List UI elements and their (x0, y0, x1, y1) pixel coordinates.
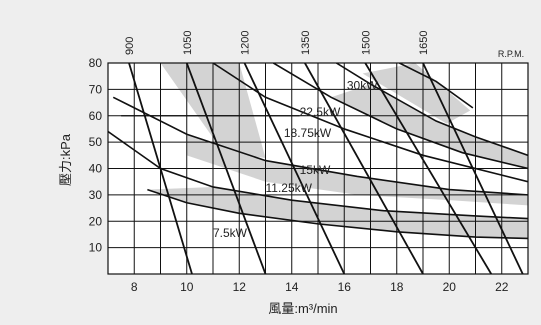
power-curve-11.25kW (112, 96, 528, 196)
rpm-label-1350: 1350 (300, 31, 312, 55)
plot-frame (107, 62, 529, 275)
rpm-line-1050 (185, 63, 267, 274)
rpm-label-1500: 1500 (360, 31, 372, 55)
x-tick-16: 16 (338, 280, 352, 294)
x-tick-12: 12 (233, 280, 247, 294)
y-tick-40: 40 (89, 162, 103, 176)
rpm-line-1650 (422, 63, 524, 274)
power-label-18.75kW: 18.75kW (284, 126, 332, 140)
x-tick-14: 14 (285, 280, 299, 294)
y-tick-30: 30 (89, 188, 103, 202)
x-tick-labels: 8 10 12 14 16 18 20 22 (131, 280, 509, 294)
rpm-label-900: 900 (124, 37, 136, 55)
rpm-line-1200 (243, 63, 346, 274)
rpm-unit-label: R.P.M. (498, 49, 524, 59)
power-label-11.25kW: 11.25kW (266, 181, 313, 195)
power-label-22.5kW: 22.5kW (300, 105, 341, 119)
x-axis-label: 風量:m³/min (268, 301, 337, 316)
power-label-30kW: 30kW (347, 78, 378, 92)
y-tick-70: 70 (89, 82, 103, 96)
rpm-label-1050: 1050 (182, 31, 194, 55)
power-curve-22.5kW (335, 63, 528, 157)
power-curve-18.75kW (272, 63, 528, 170)
y-tick-60: 60 (89, 109, 103, 123)
y-tick-20: 20 (89, 214, 103, 228)
band-15kW (186, 134, 528, 206)
x-tick-10: 10 (180, 280, 194, 294)
rpm-line-1500 (364, 63, 493, 274)
x-tick-18: 18 (390, 280, 404, 294)
rpm-line-1350 (304, 63, 424, 274)
y-tick-80: 80 (89, 56, 103, 70)
rpm-label-1200: 1200 (240, 31, 252, 55)
lower-boundary-curve (147, 188, 528, 240)
power-curve-30kW (399, 63, 474, 109)
x-tick-20: 20 (443, 280, 457, 294)
x-tick-8: 8 (131, 280, 138, 294)
y-axis-label: 壓力:kPa (58, 133, 73, 186)
rpm-labels: 900 1050 1200 1350 1500 1650 (124, 31, 430, 55)
rpm-line-900 (128, 63, 193, 274)
power-label-7.5kW: 7.5kW (213, 226, 248, 240)
power-labels: 30kW 22.5kW 18.75kW 15kW 11.25kW 7.5kW (213, 78, 378, 240)
x-tick-22: 22 (495, 280, 509, 294)
y-tick-10: 10 (89, 241, 103, 255)
rpm-label-1650: 1650 (418, 31, 430, 55)
y-tick-labels: 10 20 30 40 50 60 70 80 (89, 56, 103, 255)
rpm-lines (128, 63, 524, 274)
power-label-15kW: 15kW (300, 163, 331, 177)
band-1500 (362, 63, 471, 124)
band-7.5kW (147, 186, 528, 239)
band-22.5kW (331, 84, 528, 169)
power-curve-15kW (212, 63, 528, 183)
power-curves (108, 63, 528, 240)
y-tick-50: 50 (89, 135, 103, 149)
